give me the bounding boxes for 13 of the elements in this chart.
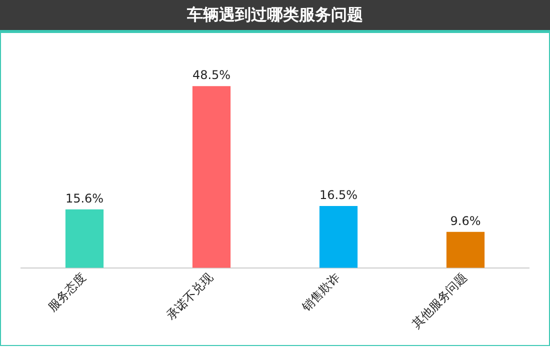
x-tick-label: 承诺不兑现 [164, 270, 216, 323]
bar [65, 209, 104, 268]
data-label: 16.5% [319, 188, 358, 202]
data-label: 9.6% [450, 214, 481, 228]
bar [192, 86, 231, 268]
x-tick-label: 服务态度 [44, 270, 89, 314]
x-tick-label: 其他服务问题 [409, 270, 470, 332]
bar [446, 232, 485, 268]
data-label: 15.6% [65, 192, 104, 206]
x-tick-label: 销售欺诈 [298, 270, 343, 315]
bar [319, 206, 358, 268]
chart-title: 车辆遇到过哪类服务问题 [0, 0, 550, 33]
data-label: 48.5% [192, 68, 231, 82]
